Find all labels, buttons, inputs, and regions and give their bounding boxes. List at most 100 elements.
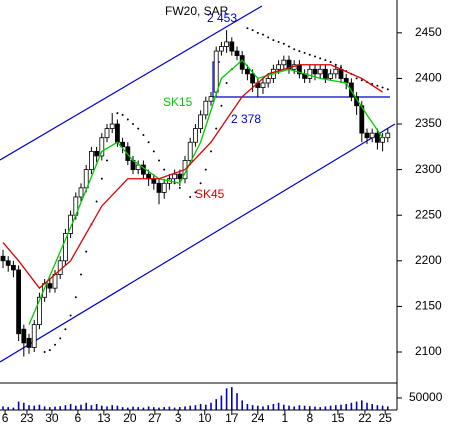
sar-dot (74, 296, 77, 299)
x-tick-label: 1 (281, 411, 288, 425)
y-tick-label: 2350 (415, 116, 442, 130)
x-tick-label: 15 (331, 411, 345, 425)
candle-body (265, 78, 271, 84)
candle-body (109, 123, 115, 129)
sar-dot (121, 113, 124, 116)
y-tick-label: 2300 (415, 162, 442, 176)
sar-dot (106, 159, 109, 162)
candle-body (47, 283, 53, 289)
candle-body (26, 337, 32, 348)
sar-dot (246, 27, 249, 30)
sar-dot (298, 50, 301, 53)
sar-dot (178, 186, 181, 189)
x-tick-label: 30 (45, 411, 59, 425)
y-tick-label: 2250 (415, 207, 442, 221)
candle-body (317, 68, 323, 75)
sar-dot (215, 127, 218, 130)
candle-body (63, 233, 68, 262)
sar-dot (80, 273, 83, 276)
candle-body (203, 100, 209, 116)
candle-body (338, 68, 344, 79)
candle-body (219, 46, 224, 52)
sar-dot (262, 33, 265, 36)
sar-dot (277, 40, 280, 43)
sar-dot (376, 84, 379, 87)
line-label: SK45 (195, 187, 225, 201)
x-tick-label: 8 (306, 411, 313, 425)
plot (0, 27, 391, 410)
sar-dot (126, 118, 129, 121)
candle-body (172, 173, 178, 180)
sar-dot (168, 177, 171, 180)
candle-body (213, 50, 219, 93)
line-label: SK15 (163, 95, 193, 109)
candle-body (5, 260, 11, 266)
candle-body (161, 182, 167, 193)
sar-dot (163, 168, 166, 171)
sar-dot (308, 53, 311, 56)
candle-body (281, 59, 287, 66)
sar-dot (59, 337, 62, 340)
moving-average-line (2, 64, 383, 290)
candle-body (0, 255, 6, 262)
y-tick-label: 2400 (415, 71, 442, 85)
candle-body (374, 132, 380, 143)
sar-dot (386, 88, 389, 91)
sar-dot (210, 150, 213, 153)
candle-body (187, 141, 193, 161)
candle-body (322, 68, 328, 79)
x-tick-label: 22 (358, 411, 372, 425)
annotation: 2 378 (231, 112, 261, 126)
sar-dot (64, 328, 67, 331)
x-tick-label: 27 (148, 411, 162, 425)
candle-body (224, 41, 230, 47)
y-tick-label: 2450 (415, 25, 442, 39)
candle-body (37, 296, 42, 326)
candle-body (177, 173, 183, 180)
sar-dot (48, 349, 51, 352)
channel-upper (0, 5, 263, 161)
x-tick-label: 17 (225, 411, 239, 425)
candle-body (83, 169, 89, 189)
sar-dot (152, 150, 155, 153)
sar-dot (132, 123, 135, 126)
x-tick-label: 10 (198, 411, 212, 425)
candle-body (229, 41, 235, 52)
candle-body (89, 150, 94, 171)
x-tick-label: 25 (379, 411, 393, 425)
sar-dot (319, 57, 322, 60)
sar-dot (303, 51, 306, 54)
candle-body (156, 182, 162, 193)
x-tick-label: 20 (123, 411, 137, 425)
sar-dot (314, 55, 317, 58)
x-tick-label: 6 (2, 411, 9, 425)
sar-dot (360, 79, 363, 82)
candle-body (16, 269, 22, 335)
candle-body (21, 328, 27, 344)
sar-dot (54, 343, 57, 346)
x-tick-label: 24 (251, 411, 265, 425)
sar-dot (95, 200, 98, 203)
candle-body (120, 141, 126, 148)
candle-body (328, 73, 333, 79)
x-tick-label: 13 (97, 411, 111, 425)
candle-body (208, 96, 214, 102)
sar-dot (85, 250, 88, 253)
sar-dot (282, 42, 285, 45)
sar-dot (116, 112, 119, 115)
candle-body (380, 137, 385, 143)
sar-dot (334, 63, 337, 66)
candle-body (11, 264, 16, 271)
annotation: 2 453 (207, 11, 237, 25)
candle-body (369, 132, 375, 139)
sar-dot (43, 350, 46, 353)
y-tick-label: 2150 (415, 299, 442, 313)
candle-body (276, 64, 282, 70)
sar-dot (100, 177, 103, 180)
sar-dot (204, 168, 207, 171)
sar-dot (220, 104, 223, 107)
sar-dot (339, 66, 342, 69)
moving-average-line (28, 59, 384, 325)
candle-body (78, 187, 84, 198)
